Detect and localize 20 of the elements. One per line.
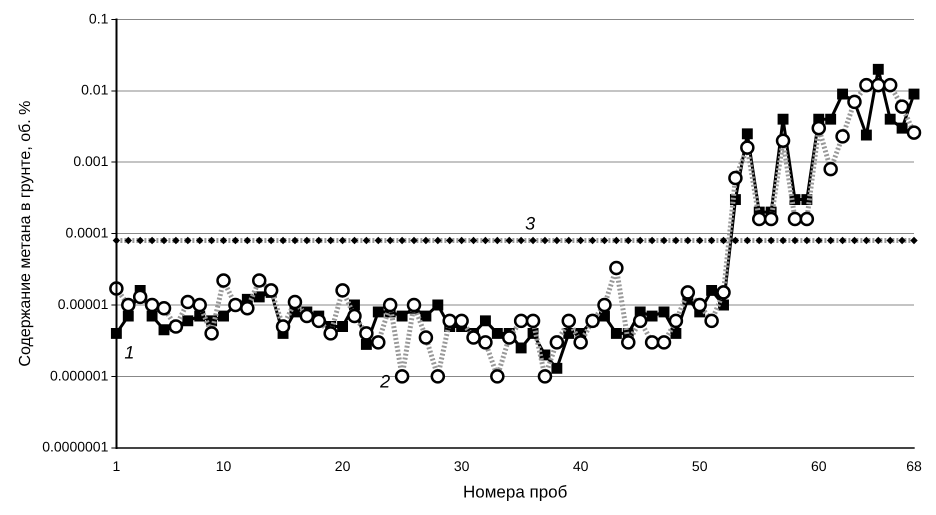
y-tick-label: 0.0000001: [42, 438, 109, 455]
y-axis-title: Содержание метана в грунте, об. %: [17, 100, 34, 367]
series-label: 1: [124, 342, 134, 362]
x-tick-label: 60: [810, 458, 827, 474]
x-tick-label: 40: [572, 458, 589, 474]
x-tick-label: 1: [112, 458, 120, 474]
y-tick-label: 0.01: [81, 82, 109, 98]
series-label: 3: [525, 214, 536, 234]
y-tick-label: 0.000001: [50, 367, 109, 384]
x-tick-label: 10: [216, 458, 232, 474]
x-tick-label: 50: [692, 458, 708, 474]
y-tick-label: 0.00001: [58, 296, 109, 312]
y-tick-label: 0.1: [88, 10, 109, 26]
series-label: 2: [379, 371, 390, 392]
y-tick-label: 0.0001: [66, 224, 109, 240]
x-axis-title: Номера проб: [463, 482, 568, 502]
x-tick-label: 68: [906, 458, 922, 474]
x-tick-label: 30: [454, 458, 470, 474]
x-tick-label: 20: [334, 458, 351, 474]
y-tick-label: 0.001: [73, 153, 109, 170]
